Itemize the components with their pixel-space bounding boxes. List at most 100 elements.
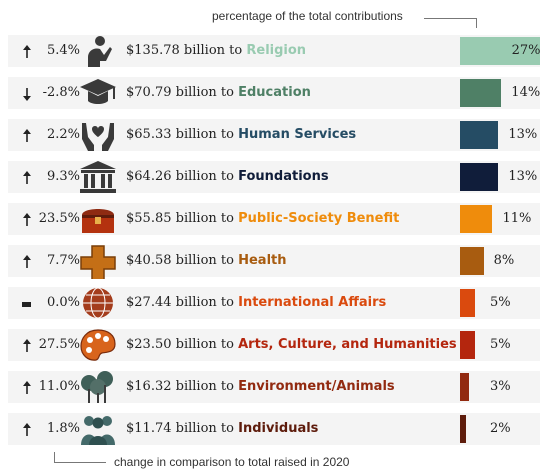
top-annotation-tick (476, 18, 477, 28)
chart-row: 9.3% $64.26 billion to Foundations 13% (8, 161, 540, 193)
share-label: 3% (490, 379, 511, 394)
chart-row: 5.4% $135.78 billion to Religion 27% (8, 33, 541, 69)
connector-text: to (216, 253, 239, 268)
change-label: 5.4% (46, 43, 80, 58)
top-annotation-line (424, 18, 476, 19)
top-annotation: percentage of the total contributions (212, 9, 403, 23)
amount-label: $55.85 billion (126, 211, 217, 226)
change-label: 27.5% (38, 337, 80, 352)
share-label: 27% (511, 43, 541, 58)
category-label: International Affairs (238, 295, 387, 310)
share-bar (460, 79, 502, 107)
connector-text: to (216, 85, 239, 100)
share-label: 5% (490, 337, 511, 352)
category-description: $27.44 billion to International Affairs (126, 295, 386, 310)
category-description: $16.32 billion to Environment/Animals (126, 379, 395, 394)
share-bar (460, 331, 475, 359)
change-label: 2.2% (46, 127, 80, 142)
arrow-up-icon (22, 380, 32, 394)
treasure-chest-icon (78, 201, 118, 237)
share-bar (460, 205, 493, 233)
amount-label: $23.50 billion (126, 337, 217, 352)
people-group-icon (78, 411, 118, 447)
chart-row: 1.8% $11.74 billion to Individuals 2% (8, 413, 540, 445)
share-bar (460, 247, 484, 275)
category-label: Environment/Animals (238, 379, 395, 394)
amount-label: $65.33 billion (126, 127, 217, 142)
arrow-down-icon (22, 86, 32, 101)
arrow-up-icon (22, 170, 32, 184)
connector-text: to (216, 379, 239, 394)
category-label: Foundations (238, 169, 329, 184)
medical-cross-icon (78, 243, 118, 281)
graduation-cap-icon (78, 75, 118, 111)
bottom-annotation-tick (54, 452, 55, 462)
connector-text: to (216, 211, 239, 226)
connector-text: to (216, 295, 239, 310)
share-bar (460, 415, 466, 443)
hands-heart-icon (78, 117, 118, 153)
category-description: $55.85 billion to Public-Society Benefit (126, 211, 399, 226)
share-bar (460, 37, 540, 65)
category-label: Religion (246, 43, 307, 58)
change-label: 1.8% (46, 421, 80, 436)
share-label: 14% (511, 85, 541, 100)
share-label: 11% (502, 211, 532, 226)
chart-row: 11.0% $16.32 billion to Environment/Anima… (8, 371, 540, 403)
share-bar (460, 289, 475, 317)
category-description: $135.78 billion to Religion (126, 43, 306, 58)
category-label: Human Services (238, 127, 357, 142)
amount-label: $70.79 billion (126, 85, 217, 100)
category-description: $70.79 billion to Education (126, 85, 311, 100)
bottom-annotation-line (54, 462, 106, 463)
share-bar (460, 121, 499, 149)
bottom-annotation: change in comparison to total raised in … (114, 455, 350, 469)
change-label: 23.5% (38, 211, 80, 226)
change-label: 9.3% (46, 169, 80, 184)
chart-row: 2.2% $65.33 billion to Human Services 13% (8, 119, 540, 151)
connector-text: to (216, 421, 239, 436)
change-label: 0.0% (46, 295, 80, 310)
connector-text: to (216, 169, 239, 184)
category-label: Individuals (238, 421, 319, 436)
amount-label: $27.44 billion (126, 295, 217, 310)
amount-label: $11.74 billion (126, 421, 217, 436)
category-label: Public-Society Benefit (238, 211, 400, 226)
chart-row: 23.5% $55.85 billion to Public-Society Be… (8, 203, 540, 235)
paint-palette-icon (78, 327, 118, 363)
chart-row: 7.7% $40.58 billion to Health 8% (8, 243, 540, 281)
amount-label: $135.78 billion (126, 43, 226, 58)
share-label: 8% (493, 253, 515, 268)
arrow-up-icon (22, 44, 32, 58)
connector-text: to (216, 127, 239, 142)
praying-person-icon (78, 33, 118, 69)
change-label: -2.8% (42, 85, 80, 100)
institution-building-icon (78, 159, 118, 195)
connector-text: to (225, 43, 247, 58)
arrow-up-icon (22, 254, 32, 268)
category-description: $40.58 billion to Health (126, 253, 287, 268)
amount-label: $40.58 billion (126, 253, 217, 268)
change-label: 11.0% (38, 379, 80, 394)
category-label: Arts, Culture, and Humanities (238, 337, 457, 352)
connector-text: to (216, 337, 239, 352)
share-bar (460, 373, 469, 401)
category-label: Education (238, 85, 311, 100)
chart-row: 27.5% $23.50 billion to Arts, Culture, an… (8, 329, 540, 361)
chart-row: 0.0% $27.44 billion to International Affa… (8, 287, 540, 319)
trees-icon (78, 369, 118, 405)
globe-icon (78, 285, 118, 321)
category-description: $65.33 billion to Human Services (126, 127, 356, 142)
category-description: $23.50 billion to Arts, Culture, and Hum… (126, 337, 457, 352)
arrow-up-icon (22, 338, 32, 352)
no-change-icon (22, 296, 32, 310)
amount-label: $16.32 billion (126, 379, 217, 394)
amount-label: $64.26 billion (126, 169, 217, 184)
share-label: 13% (508, 169, 538, 184)
arrow-up-icon (22, 128, 32, 142)
category-description: $64.26 billion to Foundations (126, 169, 329, 184)
share-bar (460, 163, 499, 191)
share-label: 13% (508, 127, 538, 142)
category-description: $11.74 billion to Individuals (126, 421, 318, 436)
share-label: 5% (490, 295, 511, 310)
